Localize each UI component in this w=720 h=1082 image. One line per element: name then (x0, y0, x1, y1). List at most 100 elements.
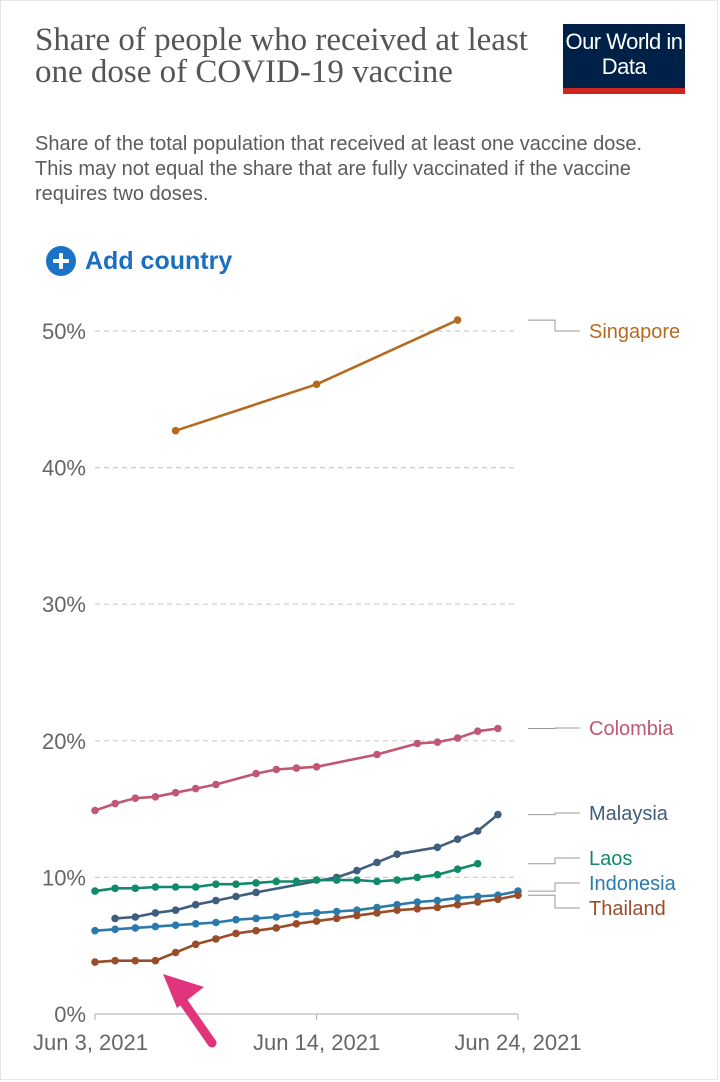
data-point-indonesia (413, 898, 422, 906)
data-point-laos (413, 873, 422, 882)
data-point-malaysia (353, 866, 361, 875)
data-point-laos (332, 876, 341, 884)
data-point-colombia (151, 793, 160, 801)
data-point-indonesia (91, 926, 99, 935)
data-point-malaysia (191, 900, 200, 909)
data-point-colombia (433, 738, 442, 746)
chart-title: Share of people who received at least on… (35, 22, 528, 90)
y-tick-label: 50% (42, 319, 86, 344)
data-point-thailand (494, 895, 502, 904)
label-connector (528, 727, 580, 729)
data-point-colombia (191, 784, 200, 793)
annotation-arrow-head (163, 974, 204, 1008)
data-point-indonesia (292, 910, 301, 919)
data-point-indonesia (453, 894, 462, 902)
add-country-button[interactable]: Add country (46, 246, 232, 276)
data-point-laos (191, 883, 200, 891)
series-label-indonesia: Indonesia (589, 873, 677, 895)
data-point-singapore (171, 426, 180, 435)
y-tick-label: 40% (42, 456, 86, 481)
data-point-thailand (453, 900, 462, 909)
data-point-colombia (473, 727, 482, 735)
data-point-thailand (353, 911, 361, 920)
x-tick-label: Jun 3, 2021 (33, 1030, 148, 1055)
data-point-colombia (252, 769, 260, 778)
y-tick-label: 20% (42, 729, 86, 754)
data-point-laos (292, 877, 301, 886)
data-point-malaysia (131, 913, 140, 921)
data-point-malaysia (494, 810, 502, 819)
data-point-laos (91, 887, 99, 895)
data-point-indonesia (232, 915, 240, 924)
chart-subtitle: Share of the total population that recei… (35, 133, 643, 205)
data-point-indonesia (252, 914, 260, 923)
data-point-thailand (332, 914, 341, 923)
data-point-laos (433, 870, 442, 879)
data-point-colombia (494, 724, 502, 733)
data-point-thailand (413, 905, 422, 913)
chart-series (91, 316, 522, 966)
data-point-laos (312, 876, 321, 884)
y-tick-label: 10% (42, 865, 86, 890)
y-tick-label: 0% (54, 1002, 86, 1027)
series-label-laos: Laos (589, 848, 632, 870)
data-point-indonesia (191, 920, 200, 928)
label-connector (528, 812, 580, 816)
y-axis-ticks: 0% 10% 20% 30% 40% 50% (42, 319, 86, 1027)
x-tick-label: Jun 14, 2021 (253, 1030, 380, 1055)
data-point-malaysia (151, 909, 160, 917)
data-point-colombia (312, 763, 321, 771)
data-point-indonesia (433, 896, 442, 905)
data-point-thailand (393, 906, 401, 914)
data-point-indonesia (393, 900, 401, 909)
series-line-thailand (94, 893, 519, 964)
data-point-colombia (171, 788, 180, 797)
owid-logo-bar (563, 88, 685, 94)
data-point-laos (212, 880, 220, 888)
data-point-indonesia (473, 892, 482, 901)
data-point-malaysia (212, 896, 220, 905)
data-point-indonesia (332, 907, 341, 916)
data-point-malaysia (171, 906, 180, 914)
data-point-indonesia (272, 913, 281, 921)
series-line-malaysia (115, 813, 499, 920)
data-point-malaysia (433, 843, 442, 852)
data-point-indonesia (353, 906, 361, 914)
data-point-singapore (312, 380, 321, 389)
x-axis-ticks: Jun 3, 2021 Jun 14, 2021 Jun 24, 2021 (33, 1013, 582, 1055)
data-point-colombia (413, 739, 422, 748)
data-point-thailand (131, 956, 140, 965)
data-point-laos (111, 884, 119, 893)
data-point-laos (272, 877, 281, 886)
series-singapore (171, 316, 462, 435)
data-point-indonesia (373, 903, 381, 912)
data-point-malaysia (111, 914, 119, 923)
data-point-laos (353, 876, 361, 884)
data-point-malaysia (453, 835, 462, 843)
annotation-arrow-shaft (177, 995, 217, 1048)
owid-logo[interactable]: Our World in Data (563, 24, 685, 94)
label-connector (528, 894, 580, 909)
data-point-malaysia (473, 827, 482, 835)
series-thailand (91, 891, 522, 966)
y-tick-label: 30% (42, 592, 86, 617)
data-point-thailand (433, 903, 442, 912)
data-point-thailand (232, 929, 240, 938)
data-point-malaysia (252, 888, 260, 897)
series-line-singapore (175, 318, 459, 432)
add-country-label: Add country (85, 246, 233, 275)
data-point-singapore (453, 316, 462, 324)
data-point-colombia (111, 799, 119, 808)
data-point-colombia (373, 750, 381, 759)
data-point-indonesia (151, 922, 160, 931)
data-point-colombia (131, 794, 140, 802)
data-point-laos (453, 865, 462, 873)
data-point-laos (232, 880, 240, 888)
series-laos (91, 859, 482, 895)
series-label-singapore: Singapore (589, 321, 680, 343)
data-point-indonesia (171, 921, 180, 929)
chart-annotation (163, 974, 217, 1048)
data-point-indonesia (131, 924, 140, 932)
data-point-thailand (473, 898, 482, 906)
